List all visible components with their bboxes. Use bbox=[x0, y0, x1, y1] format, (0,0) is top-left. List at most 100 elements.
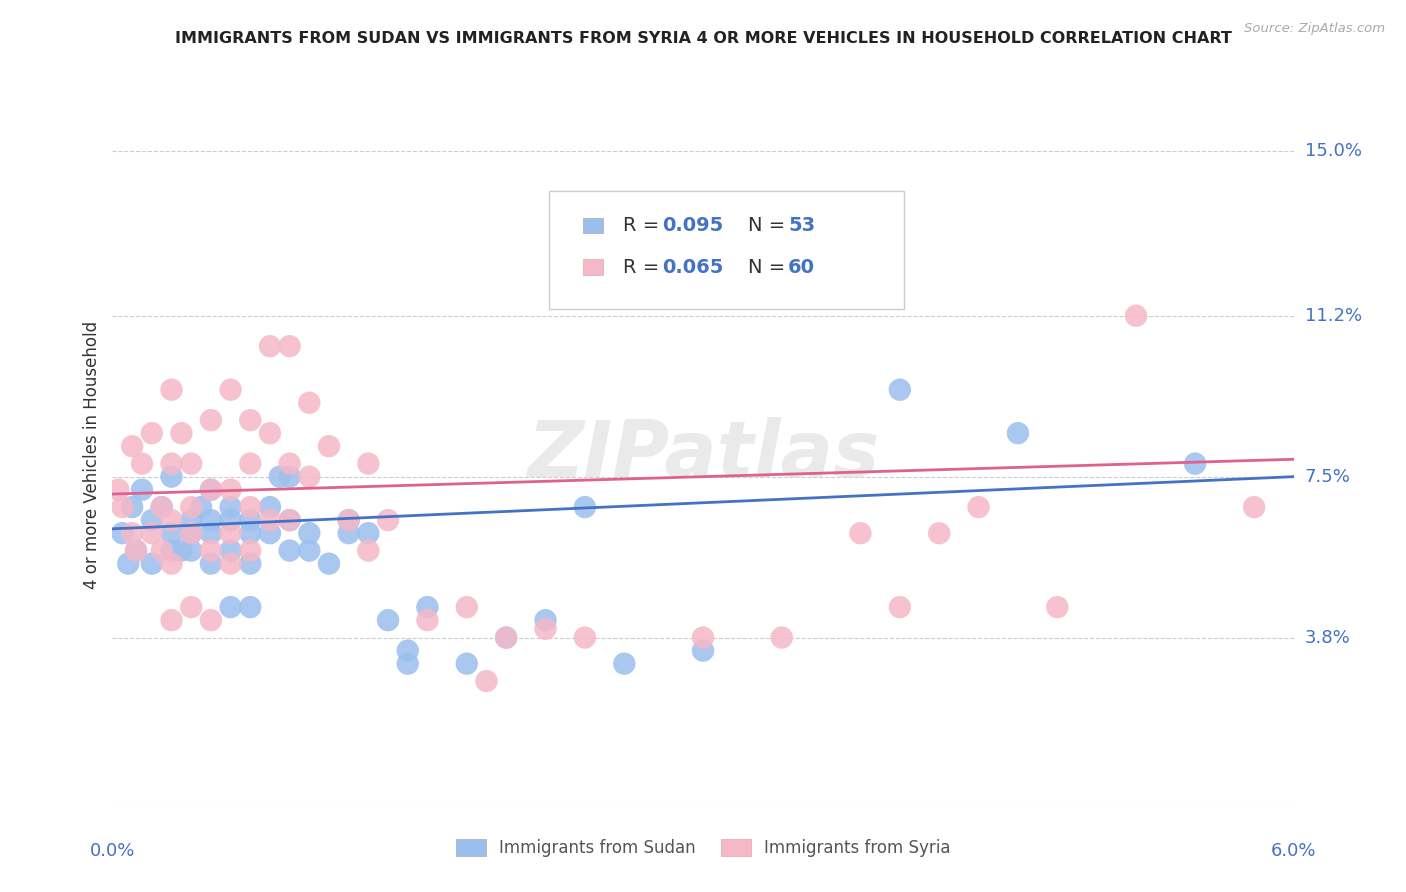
Text: Source: ZipAtlas.com: Source: ZipAtlas.com bbox=[1244, 22, 1385, 36]
Point bbox=[219, 600, 242, 615]
Point bbox=[200, 483, 222, 497]
Point bbox=[180, 543, 202, 558]
Point bbox=[141, 557, 163, 571]
Point bbox=[239, 526, 262, 541]
Point bbox=[259, 426, 281, 441]
Point bbox=[200, 526, 222, 541]
Point bbox=[200, 557, 222, 571]
Point bbox=[534, 622, 557, 636]
Bar bbox=[582, 260, 603, 275]
Point bbox=[200, 513, 222, 527]
Point bbox=[298, 469, 321, 483]
Point bbox=[574, 500, 596, 514]
Text: 6.0%: 6.0% bbox=[1271, 842, 1316, 860]
Point bbox=[692, 643, 714, 657]
Point bbox=[239, 600, 262, 615]
Point bbox=[141, 526, 163, 541]
Point bbox=[889, 383, 911, 397]
Point bbox=[131, 483, 153, 497]
Point bbox=[298, 526, 321, 541]
Point bbox=[278, 457, 301, 471]
Point bbox=[219, 513, 242, 527]
Point bbox=[219, 526, 242, 541]
Point bbox=[337, 526, 360, 541]
Point bbox=[967, 500, 990, 514]
Point bbox=[239, 413, 262, 427]
Point bbox=[180, 500, 202, 514]
Text: N =: N = bbox=[748, 216, 792, 235]
Point bbox=[495, 631, 517, 645]
Point bbox=[357, 457, 380, 471]
Point bbox=[298, 396, 321, 410]
Point bbox=[200, 543, 222, 558]
Point bbox=[770, 631, 793, 645]
Point bbox=[125, 543, 148, 558]
Text: 0.095: 0.095 bbox=[662, 216, 723, 235]
Point bbox=[111, 500, 134, 514]
Point bbox=[416, 600, 439, 615]
Point bbox=[150, 543, 173, 558]
Point bbox=[269, 469, 291, 483]
Point bbox=[692, 631, 714, 645]
Text: R =: R = bbox=[623, 258, 665, 277]
Point bbox=[475, 674, 498, 689]
Point bbox=[141, 426, 163, 441]
Point bbox=[396, 643, 419, 657]
Point bbox=[141, 513, 163, 527]
Point bbox=[278, 469, 301, 483]
Point bbox=[107, 483, 129, 497]
Point bbox=[121, 526, 143, 541]
Point bbox=[259, 513, 281, 527]
Point bbox=[928, 526, 950, 541]
Point bbox=[180, 526, 202, 541]
Point bbox=[278, 543, 301, 558]
Point bbox=[219, 383, 242, 397]
Point bbox=[131, 457, 153, 471]
Point bbox=[495, 631, 517, 645]
Text: IMMIGRANTS FROM SUDAN VS IMMIGRANTS FROM SYRIA 4 OR MORE VEHICLES IN HOUSEHOLD C: IMMIGRANTS FROM SUDAN VS IMMIGRANTS FROM… bbox=[174, 31, 1232, 46]
Point bbox=[357, 543, 380, 558]
Point bbox=[1046, 600, 1069, 615]
Point bbox=[456, 600, 478, 615]
Point bbox=[160, 526, 183, 541]
Point bbox=[160, 557, 183, 571]
Point bbox=[180, 513, 202, 527]
Point bbox=[1184, 457, 1206, 471]
Point bbox=[396, 657, 419, 671]
Point bbox=[160, 543, 183, 558]
Point bbox=[125, 543, 148, 558]
Text: N =: N = bbox=[748, 258, 792, 277]
Point bbox=[574, 631, 596, 645]
Point bbox=[357, 526, 380, 541]
Text: 0.0%: 0.0% bbox=[90, 842, 135, 860]
Point bbox=[160, 383, 183, 397]
Point bbox=[219, 500, 242, 514]
Point bbox=[377, 613, 399, 627]
Text: 60: 60 bbox=[787, 258, 815, 277]
Legend: Immigrants from Sudan, Immigrants from Syria: Immigrants from Sudan, Immigrants from S… bbox=[449, 832, 957, 864]
Y-axis label: 4 or more Vehicles in Household: 4 or more Vehicles in Household bbox=[83, 321, 101, 589]
Point bbox=[534, 613, 557, 627]
Text: 3.8%: 3.8% bbox=[1305, 629, 1350, 647]
Point bbox=[1125, 309, 1147, 323]
Point bbox=[318, 439, 340, 453]
Point bbox=[239, 457, 262, 471]
Point bbox=[613, 657, 636, 671]
Point bbox=[219, 557, 242, 571]
Point bbox=[278, 513, 301, 527]
Point bbox=[889, 600, 911, 615]
Point bbox=[200, 413, 222, 427]
Point bbox=[456, 657, 478, 671]
Point bbox=[219, 483, 242, 497]
Point bbox=[150, 500, 173, 514]
Point bbox=[239, 513, 262, 527]
Point bbox=[170, 426, 193, 441]
Bar bbox=[582, 218, 603, 233]
Point bbox=[337, 513, 360, 527]
Point bbox=[160, 457, 183, 471]
Point bbox=[200, 613, 222, 627]
Point bbox=[180, 600, 202, 615]
Point bbox=[160, 513, 183, 527]
Point bbox=[150, 500, 173, 514]
Point bbox=[160, 613, 183, 627]
